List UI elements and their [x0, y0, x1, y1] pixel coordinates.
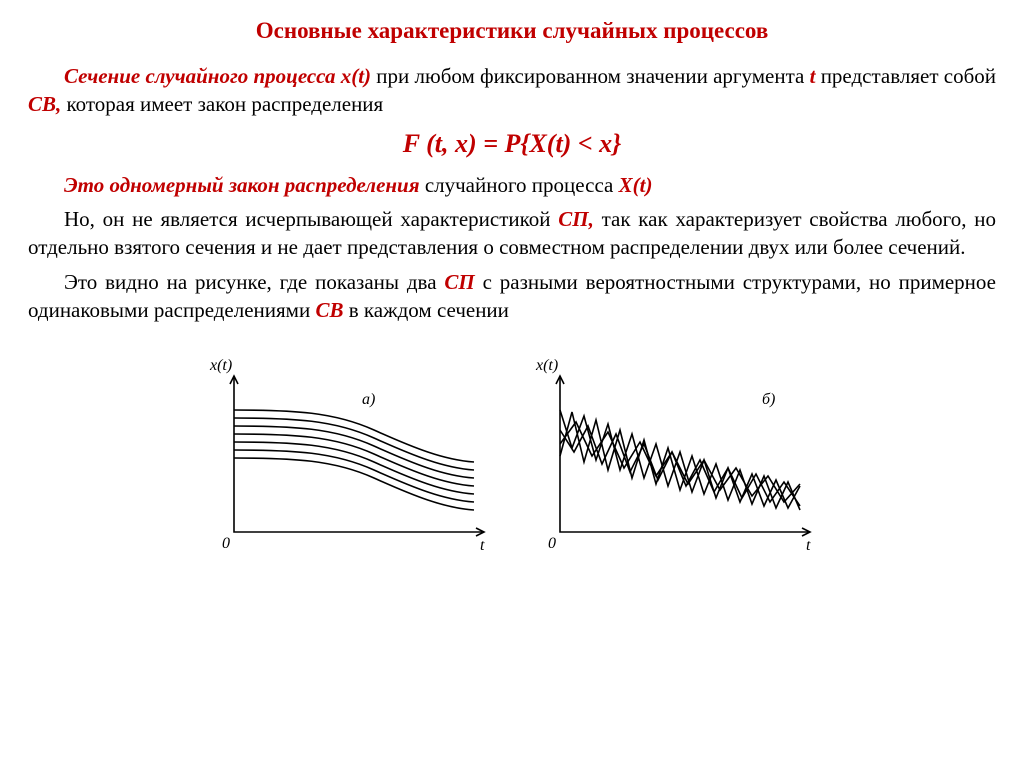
chart-b-curves — [560, 410, 800, 510]
p4-sp: СП — [444, 270, 474, 294]
charts-row: x(t) а) 0 t x(t) б) 0 t — [28, 352, 996, 562]
chart-a-curves — [234, 410, 474, 510]
chart-b: x(t) б) 0 t — [530, 352, 820, 562]
paragraph-2: Это одномерный закон распределения случа… — [28, 171, 996, 199]
p1-highlight: Сечение случайного процесса x(t) — [64, 64, 371, 88]
paragraph-4: Это видно на рисунке, где показаны два С… — [28, 268, 996, 325]
p2-highlight: Это одномерный закон распределения — [64, 173, 420, 197]
chart-b-ylabel: x(t) — [535, 357, 558, 374]
chart-a-origin: 0 — [222, 535, 230, 552]
chart-b-origin: 0 — [548, 535, 556, 552]
formula: F (t, x) = P{X(t) < x} — [28, 129, 996, 159]
p4-sv: СВ — [315, 298, 343, 322]
p2-text-a: случайного процесса — [420, 173, 619, 197]
curve-path — [234, 458, 474, 510]
curve-path — [560, 410, 800, 508]
chart-b-label: б) — [762, 391, 775, 408]
p2-xt: X(t) — [619, 173, 653, 197]
chart-a-label: а) — [362, 391, 375, 408]
paragraph-3: Но, он не является исчерпывающей характе… — [28, 205, 996, 262]
chart-a-xlabel: t — [480, 537, 485, 554]
p1-sv: СВ, — [28, 92, 61, 116]
chart-a: x(t) а) 0 t — [204, 352, 494, 562]
chart-b-xlabel: t — [806, 537, 811, 554]
p4-text-a: Это видно на рисунке, где показаны два — [64, 270, 444, 294]
chart-a-axes — [234, 376, 484, 532]
p3-sp: СП, — [558, 207, 594, 231]
paragraph-1: Сечение случайного процесса x(t) при люб… — [28, 62, 996, 119]
chart-a-ylabel: x(t) — [209, 357, 232, 374]
p3-text-a: Но, он не является исчерпывающей характе… — [64, 207, 558, 231]
p1-text-c: которая имеет закон распределения — [61, 92, 383, 116]
p4-text-c: в каждом сечении — [343, 298, 508, 322]
curve-path — [560, 426, 800, 506]
p1-text-b: представляет собой — [815, 64, 996, 88]
p1-text-a: при любом фиксированном значении аргумен… — [371, 64, 810, 88]
slide-page: Основные характеристики случайных процес… — [0, 0, 1024, 768]
page-title: Основные характеристики случайных процес… — [28, 18, 996, 44]
